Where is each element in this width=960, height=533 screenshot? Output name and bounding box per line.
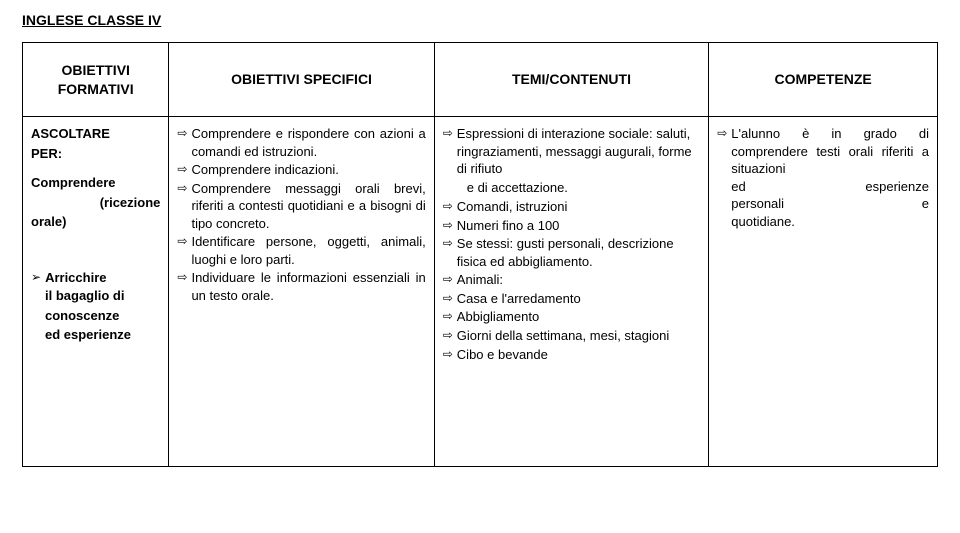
arrow-icon: ⇨: [443, 235, 453, 252]
list-item: ⇨ Casa e l'arredamento: [443, 290, 701, 308]
comp-text-line5: personali e: [731, 195, 929, 213]
list-item: ⇨ Comprendere e rispondere con azioni a …: [177, 125, 425, 160]
triangle-icon: ➢: [31, 269, 41, 286]
item-text: Casa e l'arredamento: [457, 290, 700, 308]
ricezione-text: (ricezione: [100, 194, 161, 212]
cell-competenze: ⇨ L'alunno è in grado di comprendere tes…: [709, 117, 938, 467]
item-text: Numeri fino a 100: [457, 217, 700, 235]
arrow-icon: ⇨: [177, 125, 187, 142]
arrow-icon: ⇨: [443, 327, 453, 344]
ed-text: ed: [731, 178, 745, 196]
arrow-icon: ⇨: [177, 269, 187, 286]
table-header-row: OBIETTIVI FORMATIVI OBIETTIVI SPECIFICI …: [23, 43, 938, 117]
ricezione-label: (ricezione: [31, 194, 160, 212]
item-text: Individuare le informazioni essenziali i…: [191, 269, 425, 304]
personali-text: personali: [731, 195, 784, 213]
list-item: ⇨ Animali:: [443, 271, 701, 289]
esperienze-text: esperienze: [865, 178, 929, 196]
header-text: OBIETTIVI: [31, 61, 160, 80]
header-text: FORMATIVI: [31, 80, 160, 99]
arrow-icon: ⇨: [177, 161, 187, 178]
list-item: ⇨ Se stessi: gusti personali, descrizion…: [443, 235, 701, 270]
list-item: ⇨ Comandi, istruzioni: [443, 198, 701, 216]
item-text: Giorni della settimana, mesi, stagioni: [457, 327, 700, 345]
bagaglio-text: il bagaglio di: [31, 287, 160, 305]
arricchire-text: Arricchire: [45, 269, 160, 287]
list-item: ⇨ Abbigliamento: [443, 308, 701, 326]
arrow-icon: ⇨: [443, 271, 453, 288]
arrow-icon: ⇨: [443, 198, 453, 215]
list-item: ⇨ Comprendere indicazioni.: [177, 161, 425, 179]
item-text: Cibo e bevande: [457, 346, 700, 364]
comprendere-label: Comprendere: [31, 174, 160, 192]
header-obiettivi-formativi: OBIETTIVI FORMATIVI: [23, 43, 169, 117]
cell-obiettivi-formativi: ASCOLTARE PER: Comprendere (ricezione or…: [23, 117, 169, 467]
item-text: Animali:: [457, 271, 700, 289]
list-item: ⇨ Giorni della settimana, mesi, stagioni: [443, 327, 701, 345]
e-text: e: [922, 195, 929, 213]
arrow-icon: ⇨: [443, 308, 453, 325]
per-label: PER:: [31, 145, 160, 163]
item-text: Comprendere messaggi orali brevi, riferi…: [191, 180, 425, 233]
list-item: ⇨ Identificare persone, oggetti, animali…: [177, 233, 425, 268]
table-body-row: ASCOLTARE PER: Comprendere (ricezione or…: [23, 117, 938, 467]
item-text: Abbigliamento: [457, 308, 700, 326]
conoscenze-text: conoscenze: [31, 307, 160, 325]
item-text: Comprendere e rispondere con azioni a co…: [191, 125, 425, 160]
orale-label: orale): [31, 213, 160, 231]
arrow-icon: ⇨: [717, 125, 727, 142]
item-text: Identificare persone, oggetti, animali, …: [191, 233, 425, 268]
ascoltare-label: ASCOLTARE: [31, 125, 160, 143]
item-text: L'alunno è in grado di comprendere testi…: [731, 125, 929, 230]
esperienze-text: ed esperienze: [31, 326, 160, 344]
header-obiettivi-specifici: OBIETTIVI SPECIFICI: [169, 43, 434, 117]
arrow-icon: ⇨: [443, 346, 453, 363]
list-item: ⇨ Individuare le informazioni essenziali…: [177, 269, 425, 304]
item-text: Comprendere indicazioni.: [191, 161, 425, 179]
cell-obiettivi-specifici: ⇨ Comprendere e rispondere con azioni a …: [169, 117, 434, 467]
list-item: ➢ Arricchire: [31, 269, 160, 287]
quotidiane-text: quotidiane.: [731, 214, 795, 229]
list-item: ⇨ Comprendere messaggi orali brevi, rife…: [177, 180, 425, 233]
item-text: Comandi, istruzioni: [457, 198, 700, 216]
list-item: ⇨ Numeri fino a 100: [443, 217, 701, 235]
list-item: ⇨ Espressioni di interazione sociale: sa…: [443, 125, 701, 178]
list-item: ⇨ L'alunno è in grado di comprendere tes…: [717, 125, 929, 230]
doc-title: INGLESE CLASSE IV: [22, 12, 938, 28]
list-item: ⇨ Cibo e bevande: [443, 346, 701, 364]
header-temi-contenuti: TEMI/CONTENUTI: [434, 43, 709, 117]
arrow-icon: ⇨: [177, 233, 187, 250]
cell-temi-contenuti: ⇨ Espressioni di interazione sociale: sa…: [434, 117, 709, 467]
arrow-icon: ⇨: [177, 180, 187, 197]
comp-text-1: L'alunno è in grado di comprendere testi…: [731, 126, 929, 176]
curriculum-table: OBIETTIVI FORMATIVI OBIETTIVI SPECIFICI …: [22, 42, 938, 467]
arrow-icon: ⇨: [443, 125, 453, 142]
item-text-cont: e di accettazione.: [443, 179, 701, 197]
header-competenze: COMPETENZE: [709, 43, 938, 117]
item-text: Se stessi: gusti personali, descrizione …: [457, 235, 700, 270]
comp-text-line4: ed esperienze: [731, 178, 929, 196]
arrow-icon: ⇨: [443, 290, 453, 307]
arrow-icon: ⇨: [443, 217, 453, 234]
item-text: Espressioni di interazione sociale: salu…: [457, 125, 700, 178]
